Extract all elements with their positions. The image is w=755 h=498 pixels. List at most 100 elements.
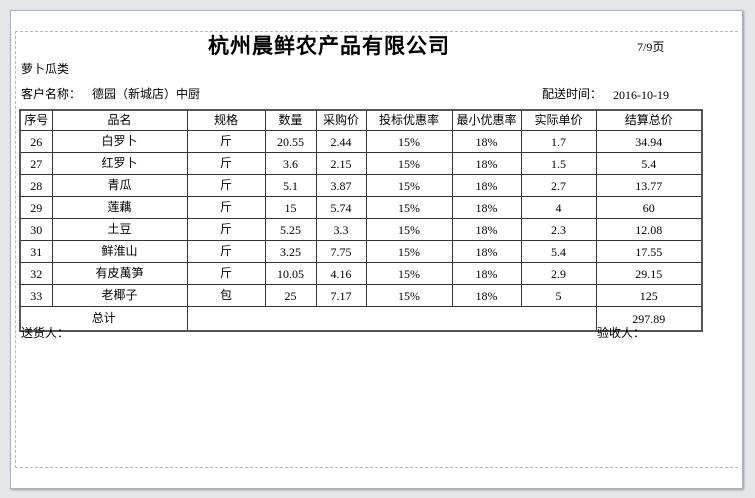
table-cell: 17.55 (595, 240, 703, 263)
table-cell: 鲜淮山 (51, 240, 188, 263)
table-cell: 12.08 (595, 218, 703, 241)
table-cell: 红罗卜 (51, 152, 188, 175)
table-cell: 13.77 (595, 174, 703, 197)
table-cell: 15% (365, 152, 453, 175)
table-cell: 斤 (186, 174, 266, 197)
header-cell: 规格 (186, 109, 266, 131)
header-cell: 结算总价 (595, 109, 703, 131)
table-cell: 2.9 (520, 262, 597, 285)
table-cell: 33 (19, 284, 53, 307)
total-blank-cell (186, 306, 597, 332)
table-cell: 18% (451, 196, 522, 219)
header-cell: 品名 (51, 109, 188, 131)
table-cell: 29.15 (595, 262, 703, 285)
table-cell: 土豆 (51, 218, 188, 241)
customer-label: 客户名称： (21, 87, 82, 101)
table-cell: 4.16 (315, 262, 367, 285)
table-row: 30 土豆斤 5.25 3.3 15% 18% 2.3 12.08 (19, 218, 703, 241)
total-label: 总计 (19, 306, 188, 332)
header-cell: 最小优惠率 (451, 109, 522, 131)
table-cell: 斤 (186, 152, 266, 175)
table-cell: 10.05 (264, 262, 317, 285)
table-cell: 29 (19, 196, 53, 219)
table-cell: 18% (451, 240, 522, 263)
table-cell: 莲藕 (51, 196, 188, 219)
table-cell: 5 (520, 284, 597, 307)
table-row: 32 有皮萬笋斤 10.05 4.16 15% 18% 2.9 29.15 (19, 262, 703, 285)
table-cell: 27 (19, 152, 53, 175)
table-cell: 斤 (186, 240, 266, 263)
table-cell: 2.15 (315, 152, 367, 175)
table-row: 29 莲藕斤 15 5.74 15% 18% 4 60 (19, 196, 703, 219)
category-label: 萝卜瓜类 (21, 62, 70, 76)
total-row: 总计 297.89 (19, 306, 703, 332)
header-cell: 序号 (19, 109, 53, 131)
table-cell: 3.87 (315, 174, 367, 197)
table-row: 33 老椰子包 25 7.17 15% 18% 5 125 (19, 284, 703, 307)
table-cell: 34.94 (595, 130, 703, 153)
header-cell: 采购价 (315, 109, 367, 131)
table-cell: 15% (365, 196, 453, 219)
table-cell: 15% (365, 240, 453, 263)
table-cell: 18% (451, 174, 522, 197)
table-cell: 60 (595, 196, 703, 219)
table-cell: 26 (19, 130, 53, 153)
table-cell: 斤 (186, 262, 266, 285)
table-cell: 15% (365, 284, 453, 307)
table-cell: 7.17 (315, 284, 367, 307)
table-cell: 2.7 (520, 174, 597, 197)
page-indicator: 7/9页 (637, 40, 665, 54)
table-cell: 15% (365, 262, 453, 285)
bottom-margin-line (15, 467, 738, 468)
table-cell: 18% (451, 218, 522, 241)
table-cell: 20.55 (264, 130, 317, 153)
table-header-row: 序号 品名 规格 数量 采购价 投标优惠率 最小优惠率 实际单价 结算总价 (19, 109, 703, 131)
table-cell: 5.1 (264, 174, 317, 197)
table-cell: 1.7 (520, 130, 597, 153)
table-cell: 白罗卜 (51, 130, 188, 153)
header-cell: 数量 (264, 109, 317, 131)
table-cell: 2.3 (520, 218, 597, 241)
table-cell: 5.4 (520, 240, 597, 263)
receiver-label: 验收人： (597, 326, 646, 340)
table-cell: 18% (451, 152, 522, 175)
table-cell: 斤 (186, 196, 266, 219)
deliverer-label: 送货人： (21, 326, 70, 340)
table-cell: 老椰子 (51, 284, 188, 307)
table-cell: 125 (595, 284, 703, 307)
total-value: 297.89 (595, 306, 703, 332)
table-cell: 3.3 (315, 218, 367, 241)
table-cell: 28 (19, 174, 53, 197)
table-cell: 15% (365, 218, 453, 241)
company-title: 杭州晨鲜农产品有限公司 (208, 33, 450, 58)
table-cell: 5.4 (595, 152, 703, 175)
table-cell: 5.74 (315, 196, 367, 219)
table-cell: 15 (264, 196, 317, 219)
table-cell: 15% (365, 130, 453, 153)
header-cell: 实际单价 (520, 109, 597, 131)
table-cell: 5.25 (264, 218, 317, 241)
table-cell: 30 (19, 218, 53, 241)
table-row: 26 白罗卜斤 20.55 2.44 15% 18% 1.7 34.94 (19, 130, 703, 153)
table-row: 28 青瓜斤 5.1 3.87 15% 18% 2.7 13.77 (19, 174, 703, 197)
table-row: 31 鲜淮山斤 3.25 7.75 15% 18% 5.4 17.55 (19, 240, 703, 263)
table-cell: 18% (451, 130, 522, 153)
table-cell: 2.44 (315, 130, 367, 153)
delivery-time-label: 配送时间： (542, 87, 603, 101)
table-cell: 斤 (186, 130, 266, 153)
table-cell: 1.5 (520, 152, 597, 175)
table-cell: 18% (451, 284, 522, 307)
left-margin-line (15, 31, 16, 468)
table-cell: 有皮萬笋 (51, 262, 188, 285)
table-cell: 包 (186, 284, 266, 307)
table-cell: 31 (19, 240, 53, 263)
customer-name: 德园（新城店）中厨 (92, 87, 201, 101)
table-cell: 7.75 (315, 240, 367, 263)
table-cell: 3.25 (264, 240, 317, 263)
print-preview-page: 杭州晨鲜农产品有限公司 7/9页 萝卜瓜类 客户名称： 德园（新城店）中厨 配送… (10, 10, 743, 489)
table-row: 27 红罗卜斤 3.6 2.15 15% 18% 1.5 5.4 (19, 152, 703, 175)
table-cell: 32 (19, 262, 53, 285)
table-cell: 青瓜 (51, 174, 188, 197)
table-cell: 斤 (186, 218, 266, 241)
top-margin-line (15, 31, 738, 32)
